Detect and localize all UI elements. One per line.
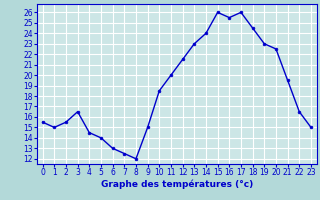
X-axis label: Graphe des températures (°c): Graphe des températures (°c): [101, 180, 253, 189]
